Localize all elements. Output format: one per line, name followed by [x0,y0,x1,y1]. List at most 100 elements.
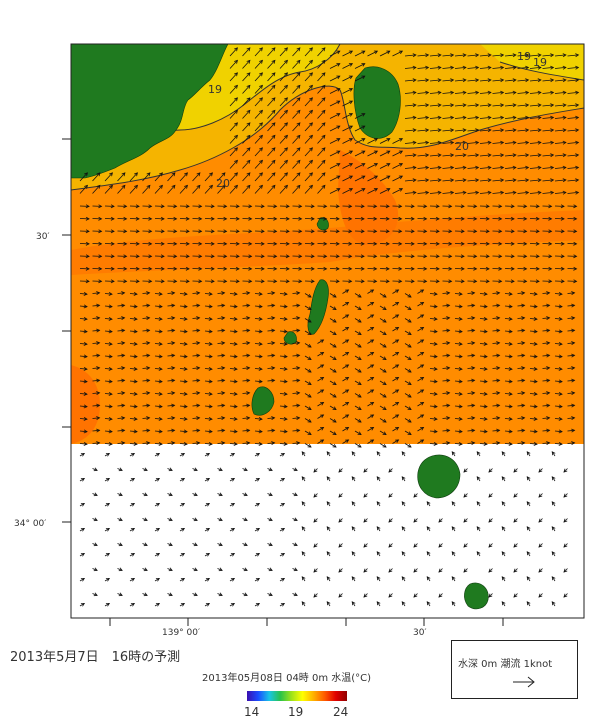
current-vector-head [388,568,393,573]
current-vector [529,192,541,194]
current-vector-head [218,467,223,472]
current-vector-head [437,128,442,133]
current-vector [229,405,238,408]
current-vector-head [146,172,151,177]
current-vector-head [501,576,506,581]
current-vector [329,175,340,182]
current-vector-head [183,366,188,371]
current-vector [529,393,538,395]
current-vector [279,380,288,383]
current-vector [454,368,463,370]
current-vector-head [155,477,161,482]
current-vector-head [259,84,263,89]
current-vector [179,443,188,445]
current-vector [242,122,251,132]
current-vector [479,129,491,132]
current-vector [367,339,374,344]
current-vector [467,404,475,407]
current-vector-head [298,216,303,221]
current-vector [554,318,563,320]
current-vector-head [268,517,273,522]
current-vector-head [357,343,362,348]
current-vector [404,142,416,144]
current-vector-head [485,241,490,246]
current-vector-head [460,266,465,271]
current-vector [392,439,399,444]
current-vector [279,185,288,194]
current-vector [354,138,365,144]
current-vector-head [412,103,417,108]
current-vector-head [348,216,353,221]
current-vector-head [255,552,261,557]
current-vector-head [558,391,563,396]
current-vector-head [450,165,455,170]
current-vector [292,404,300,407]
current-vector-head [296,353,301,358]
current-vector-head [296,428,301,433]
current-vector-head [284,47,288,52]
current-vector-head [450,128,455,133]
current-vector-head [398,216,403,221]
current-vector-head [508,366,513,371]
temperature-colorbar [247,691,347,701]
current-vector [267,47,276,57]
current-vector [329,293,337,298]
current-vector-head [309,84,313,89]
current-vector-head [234,122,238,127]
current-vector [442,379,450,382]
current-vector [267,110,276,119]
current-vector-head [546,303,551,308]
current-vector-head [280,477,286,482]
current-vector [529,318,538,320]
current-vector-head [135,266,140,271]
current-vector [192,354,200,357]
current-vector-head [458,404,463,409]
current-vector-head [546,353,551,358]
current-vector-head [458,391,463,396]
current-vector-head [512,178,517,183]
current-vector-head [223,254,228,259]
current-vector [529,67,541,69]
current-vector-head [420,351,425,356]
current-vector-head [293,467,298,472]
current-vector [329,63,340,69]
warm-left-edge [71,365,100,444]
current-vector-head [155,577,161,582]
current-vector-head [121,391,126,396]
current-vector-head [386,163,391,167]
current-vector [204,418,213,420]
current-vector [367,439,374,444]
current-vector-head [307,356,312,361]
current-vector-head [173,279,178,284]
current-vector [204,185,213,194]
current-vector-head [575,78,580,83]
current-vector-head [301,526,306,531]
current-vector [267,60,276,69]
current-vector-head [185,229,190,234]
current-vector [392,402,399,407]
current-vector [442,329,450,332]
current-vector-head [336,188,341,192]
current-vector-head [336,138,341,142]
current-vector [542,329,550,332]
current-vector [354,75,365,82]
current-vector [517,442,525,444]
current-vector [329,355,337,360]
current-vector-head [363,468,368,473]
current-vector [129,355,138,358]
current-vector [79,318,88,320]
current-vector-head [475,190,480,195]
current-vector [504,430,513,433]
current-vector-head [196,416,201,421]
current-vector [329,138,340,144]
current-vector [279,355,288,358]
current-vector [429,129,441,132]
current-vector-head [363,543,368,548]
current-vector [467,379,475,382]
current-vector-head [205,552,211,557]
current-vector-head [301,476,306,481]
current-vector-head [218,517,223,522]
current-vector [304,47,313,57]
current-vector-head [171,378,176,383]
mainland-izu-peninsula [71,44,229,179]
